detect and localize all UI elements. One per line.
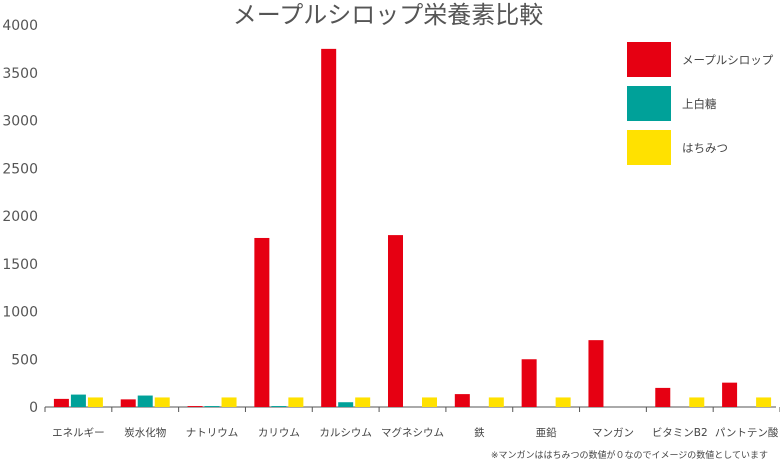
y-axis: 0 500 1000 1500 2000 2500 3000 3500 4000 xyxy=(2,18,38,416)
legend-swatch xyxy=(627,42,671,77)
bar xyxy=(422,397,437,407)
x-axis: エネルギー 炭水化物 ナトリウム カリウム カルシウム マグネシウム 鉄 亜鉛 マンガン ビタミン… xyxy=(44,406,780,439)
bar xyxy=(722,382,738,407)
x-tick-label: カリウム xyxy=(258,427,300,439)
bar xyxy=(355,397,371,407)
bar xyxy=(321,48,337,407)
bar xyxy=(689,397,705,407)
x-tick-label: マグネシウム xyxy=(381,426,444,439)
y-tick-label: 4000 xyxy=(2,18,38,34)
x-tick-label: 鉄 xyxy=(474,426,485,439)
bar xyxy=(154,397,170,407)
footnote: ※マンガンははちみつの数値が０なのでイメージの数値としています xyxy=(491,449,768,461)
x-tick-label: パントテン酸 xyxy=(715,426,779,439)
bar xyxy=(338,402,354,407)
bar xyxy=(454,394,470,407)
y-tick-label: 1000 xyxy=(2,305,38,321)
y-tick-label: 3000 xyxy=(2,114,38,130)
bar xyxy=(87,397,103,407)
y-tick-label: 1500 xyxy=(2,257,38,273)
bar xyxy=(271,406,287,407)
bar xyxy=(288,397,304,407)
chart-title: メープルシロップ栄養素比較 xyxy=(233,1,544,29)
y-tick-label: 3500 xyxy=(2,66,38,82)
bar xyxy=(555,397,571,407)
bar xyxy=(70,394,86,407)
x-tick-label: ビタミンB2 xyxy=(652,427,708,439)
bar xyxy=(655,387,671,407)
x-tick-label: マンガン xyxy=(592,427,634,439)
bar xyxy=(221,397,237,407)
y-tick-label: 2000 xyxy=(2,209,38,225)
bar xyxy=(137,395,153,407)
bar xyxy=(521,359,537,407)
x-tick-label: カルシウム xyxy=(319,427,372,439)
y-tick-label: 500 xyxy=(11,352,38,368)
bars xyxy=(53,48,772,407)
legend-swatch xyxy=(627,130,671,165)
legend-swatch xyxy=(627,86,671,121)
bar xyxy=(120,399,136,407)
y-tick-label: 0 xyxy=(29,400,38,416)
x-tick-label: ナトリウム xyxy=(186,427,239,439)
bar xyxy=(254,237,270,407)
bar xyxy=(488,397,504,407)
x-tick-label: 亜鉛 xyxy=(536,426,557,439)
bar xyxy=(187,406,203,407)
bar xyxy=(204,406,220,407)
x-tick-label: 炭水化物 xyxy=(124,426,166,439)
legend-label: 上白糖 xyxy=(682,97,717,111)
legend-label: はちみつ xyxy=(682,141,728,155)
bar xyxy=(588,340,604,407)
x-tick-label: エネルギー xyxy=(52,427,105,439)
bar xyxy=(756,397,772,407)
bar xyxy=(388,235,403,407)
legend-label: メープルシロップ xyxy=(682,53,774,67)
bar xyxy=(53,398,69,407)
y-tick-label: 2500 xyxy=(2,161,38,177)
